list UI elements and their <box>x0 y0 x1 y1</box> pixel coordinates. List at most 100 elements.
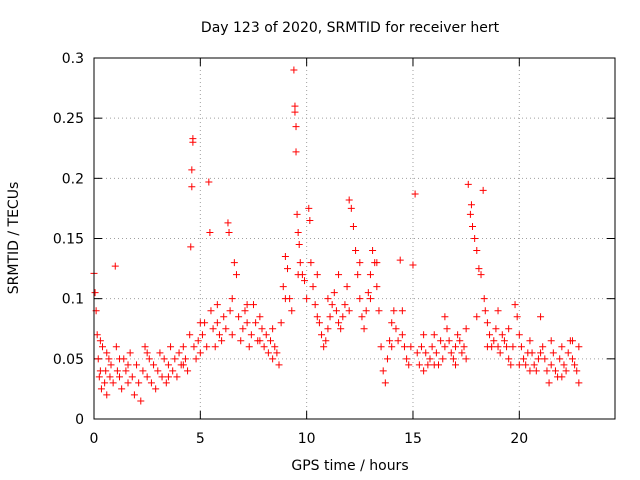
data-point <box>386 337 394 345</box>
data-point <box>188 183 196 191</box>
data-point <box>324 295 332 303</box>
data-point <box>103 391 111 399</box>
data-point <box>564 349 572 357</box>
data-point <box>311 301 319 309</box>
data-point <box>437 337 445 345</box>
data-point <box>196 319 204 327</box>
data-point <box>128 373 136 381</box>
data-point <box>343 283 351 291</box>
data-point <box>267 337 275 345</box>
data-point <box>150 361 158 369</box>
data-point <box>483 343 491 351</box>
data-point <box>269 355 277 363</box>
data-point <box>277 319 285 327</box>
data-point <box>313 313 321 321</box>
data-point <box>405 361 413 369</box>
data-point <box>345 307 353 315</box>
data-point <box>256 337 264 345</box>
data-point <box>324 325 332 333</box>
data-point <box>315 319 323 327</box>
data-points <box>90 66 583 405</box>
data-point <box>243 319 251 327</box>
data-point <box>496 349 504 357</box>
data-point <box>192 355 200 363</box>
data-point <box>292 148 300 156</box>
data-point <box>422 349 430 357</box>
x-tick-label: 15 <box>404 431 422 447</box>
data-point <box>503 343 511 351</box>
data-point <box>294 228 302 236</box>
data-point <box>196 349 204 357</box>
data-point <box>568 355 576 363</box>
data-point <box>415 361 423 369</box>
data-point <box>294 271 302 279</box>
data-point <box>545 379 553 387</box>
data-point <box>452 343 460 351</box>
data-point <box>513 313 521 321</box>
data-point <box>215 331 223 339</box>
data-point <box>209 325 217 333</box>
data-point <box>537 349 545 357</box>
data-point <box>320 343 328 351</box>
data-point <box>352 247 360 255</box>
y-tick-label: 0.15 <box>53 232 84 248</box>
data-point <box>473 247 481 255</box>
data-point <box>475 265 483 273</box>
data-point <box>398 307 406 315</box>
data-point <box>400 343 408 351</box>
data-point <box>205 178 213 186</box>
data-point <box>335 319 343 327</box>
data-point <box>360 325 368 333</box>
data-point <box>111 262 119 270</box>
data-point <box>558 343 566 351</box>
data-point <box>305 204 313 212</box>
data-point <box>232 271 240 279</box>
data-point <box>101 379 109 387</box>
data-point <box>309 283 317 291</box>
data-point <box>301 277 309 285</box>
data-point <box>328 301 336 309</box>
data-point <box>228 295 236 303</box>
data-point <box>543 367 551 375</box>
data-point <box>469 222 477 230</box>
data-point <box>281 295 289 303</box>
data-point <box>458 349 466 357</box>
data-point <box>377 343 385 351</box>
data-point <box>388 319 396 327</box>
y-axis-label: SRMTID / TECUs <box>6 182 22 295</box>
data-point <box>532 367 540 375</box>
data-point <box>143 373 151 381</box>
data-point <box>364 289 372 297</box>
data-point <box>441 313 449 321</box>
data-point <box>113 367 121 375</box>
data-point <box>366 271 374 279</box>
data-point <box>515 361 523 369</box>
y-tick-label: 0.2 <box>62 171 84 187</box>
data-point <box>147 379 155 387</box>
y-tick-label: 0 <box>75 412 84 428</box>
data-point <box>381 379 389 387</box>
data-point <box>116 355 124 363</box>
data-point <box>379 367 387 375</box>
data-point <box>413 349 421 357</box>
data-point <box>471 235 479 242</box>
data-point <box>407 343 415 351</box>
data-point <box>560 361 568 369</box>
data-point <box>426 355 434 363</box>
data-point <box>116 373 124 381</box>
data-point <box>105 355 113 363</box>
data-point <box>213 319 221 327</box>
data-point <box>175 349 183 357</box>
x-axis-label: GPS time / hours <box>291 458 408 474</box>
data-point <box>188 166 196 174</box>
data-point <box>347 204 355 212</box>
data-point <box>237 337 245 345</box>
data-point <box>186 331 194 339</box>
data-point <box>477 271 485 279</box>
x-tick-label: 10 <box>298 431 316 447</box>
data-point <box>126 349 134 357</box>
data-point <box>345 196 353 204</box>
data-point <box>528 349 536 357</box>
data-point <box>211 343 219 351</box>
data-point <box>449 355 457 363</box>
